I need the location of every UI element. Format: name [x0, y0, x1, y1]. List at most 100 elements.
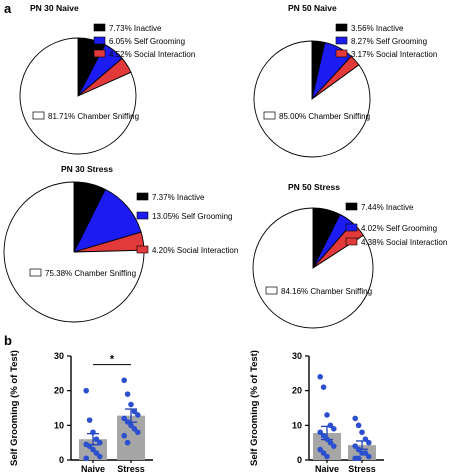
data-point	[93, 436, 100, 443]
data-point	[131, 408, 138, 415]
data-point	[331, 426, 337, 432]
y-tick-label: 30	[54, 351, 64, 361]
data-point	[355, 455, 362, 462]
pie-title: PN 50 Naive	[288, 3, 337, 13]
y-tick-label: 0	[59, 455, 64, 465]
legend-key-inactive	[345, 202, 358, 211]
legend-key-social-interaction	[335, 49, 348, 58]
data-point	[327, 422, 334, 429]
pie-chart-pn30-stress: PN 30 Stress 7.37% Inactive 13.05% Self G…	[3, 164, 238, 323]
data-point	[320, 384, 327, 391]
pie-slice-chamber-sniffing	[19, 37, 137, 155]
data-point	[83, 387, 89, 394]
data-point	[83, 455, 89, 462]
pie-chart-pn50-naive: PN 50 Naive 3.56% Inactive 8.27% Self Gro…	[253, 3, 437, 158]
legend-key-inactive	[335, 23, 348, 32]
legend-label: 3.17% Social Interaction	[351, 50, 437, 59]
pie-slice-chamber-sniffing	[3, 181, 145, 323]
x-tick-label: Naive	[81, 464, 105, 474]
data-point	[355, 446, 362, 453]
data-point	[331, 443, 337, 449]
legend-key-chamber-sniffing	[263, 111, 276, 120]
pie-title: PN 30 Stress	[61, 164, 113, 174]
data-point	[121, 377, 127, 384]
legend-label: 7.44% Inactive	[361, 203, 414, 212]
legend-label: 4.02% Self Grooming	[361, 224, 437, 233]
pie-chart-pn50-stress: PN 50 Stress 7.44% Inactive 4.02% Self Gr…	[252, 182, 447, 329]
x-tick-label: Stress	[117, 464, 145, 474]
data-point	[366, 453, 372, 460]
pie-slice-chamber-sniffing	[252, 207, 374, 329]
legend-label: 13.05% Self Grooming	[152, 212, 233, 221]
legend-label: 3.56% Inactive	[351, 24, 404, 33]
legend-key-self-grooming	[93, 36, 106, 45]
data-point	[327, 439, 334, 446]
y-tick-label: 10	[54, 420, 64, 430]
legend-label: 7.73% Inactive	[109, 24, 162, 33]
data-point	[317, 446, 324, 453]
pie-title: PN 50 Stress	[288, 182, 340, 192]
pie-slice-self-grooming	[73, 188, 142, 253]
panel-label-b: b	[4, 333, 12, 348]
data-point	[128, 422, 134, 429]
data-point	[97, 439, 103, 446]
legend-key-social-interaction	[136, 245, 149, 254]
legend-label: 6.05% Self Grooming	[109, 37, 185, 46]
y-axis-label: Self Grooming (% of Test)	[249, 350, 260, 466]
y-tick-label: 10	[292, 420, 302, 430]
legend-key-chamber-sniffing	[29, 268, 42, 277]
legend-key-social-interaction	[345, 237, 358, 246]
legend-label: 4.52% Social Interaction	[109, 50, 195, 59]
data-point	[352, 443, 359, 449]
y-tick-label: 20	[54, 386, 64, 396]
data-point	[362, 436, 369, 443]
data-point	[128, 401, 134, 408]
data-point	[93, 450, 100, 456]
bar-chart-right: 0 10 20 30 Self Grooming (% of Test) Naive Str…	[249, 350, 384, 474]
data-point	[320, 432, 327, 439]
legend-label: 7.37% Inactive	[152, 193, 205, 202]
legend-label: 4.38% Social Interaction	[361, 238, 447, 247]
data-point	[124, 439, 131, 446]
pie-title: PN 30 Naive	[30, 3, 79, 13]
data-point	[86, 417, 93, 423]
x-tick-label: Stress	[348, 464, 376, 474]
legend-key-chamber-sniffing	[32, 111, 45, 120]
data-point	[324, 412, 330, 418]
legend-key-self-grooming	[345, 223, 358, 232]
data-point	[86, 443, 93, 449]
legend-label: 75.38% Chamber Sniffing	[45, 269, 136, 278]
data-point	[90, 446, 96, 453]
data-point	[90, 429, 96, 436]
data-point	[352, 415, 359, 422]
panel-label-a: a	[4, 1, 12, 16]
data-point	[320, 450, 327, 456]
legend-key-social-interaction	[93, 49, 106, 58]
data-point	[324, 453, 330, 460]
data-point	[121, 415, 127, 422]
data-point	[135, 412, 141, 418]
legend-key-inactive	[93, 23, 106, 32]
data-point	[359, 429, 365, 436]
data-point	[131, 426, 138, 432]
data-point	[355, 422, 362, 429]
data-point	[124, 419, 131, 425]
data-point	[366, 439, 372, 446]
data-point	[324, 436, 330, 443]
y-tick-label: 20	[292, 386, 302, 396]
legend-key-self-grooming	[335, 36, 348, 45]
legend-label: 4.20% Social Interaction	[152, 246, 238, 255]
legend-label: 81.71% Chamber Sniffing	[48, 112, 139, 121]
data-point	[362, 450, 369, 456]
legend-label: 85.00% Chamber Sniffing	[279, 112, 370, 121]
y-tick-label: 0	[297, 455, 302, 465]
bar-chart-left: 0 10 20 30 Self Grooming (% of Test) Naive Str…	[9, 350, 153, 474]
data-point	[135, 429, 141, 436]
legend-key-chamber-sniffing	[265, 286, 278, 295]
data-point	[317, 374, 324, 380]
x-tick-label: Naive	[315, 464, 339, 474]
legend-label: 84.16% Chamber Sniffing	[281, 287, 372, 296]
pie-chart-pn30-naive: PN 30 Naive 7.73% Inactive 6.05% Self Gro…	[19, 3, 195, 155]
legend-label: 8.27% Self Grooming	[351, 37, 427, 46]
